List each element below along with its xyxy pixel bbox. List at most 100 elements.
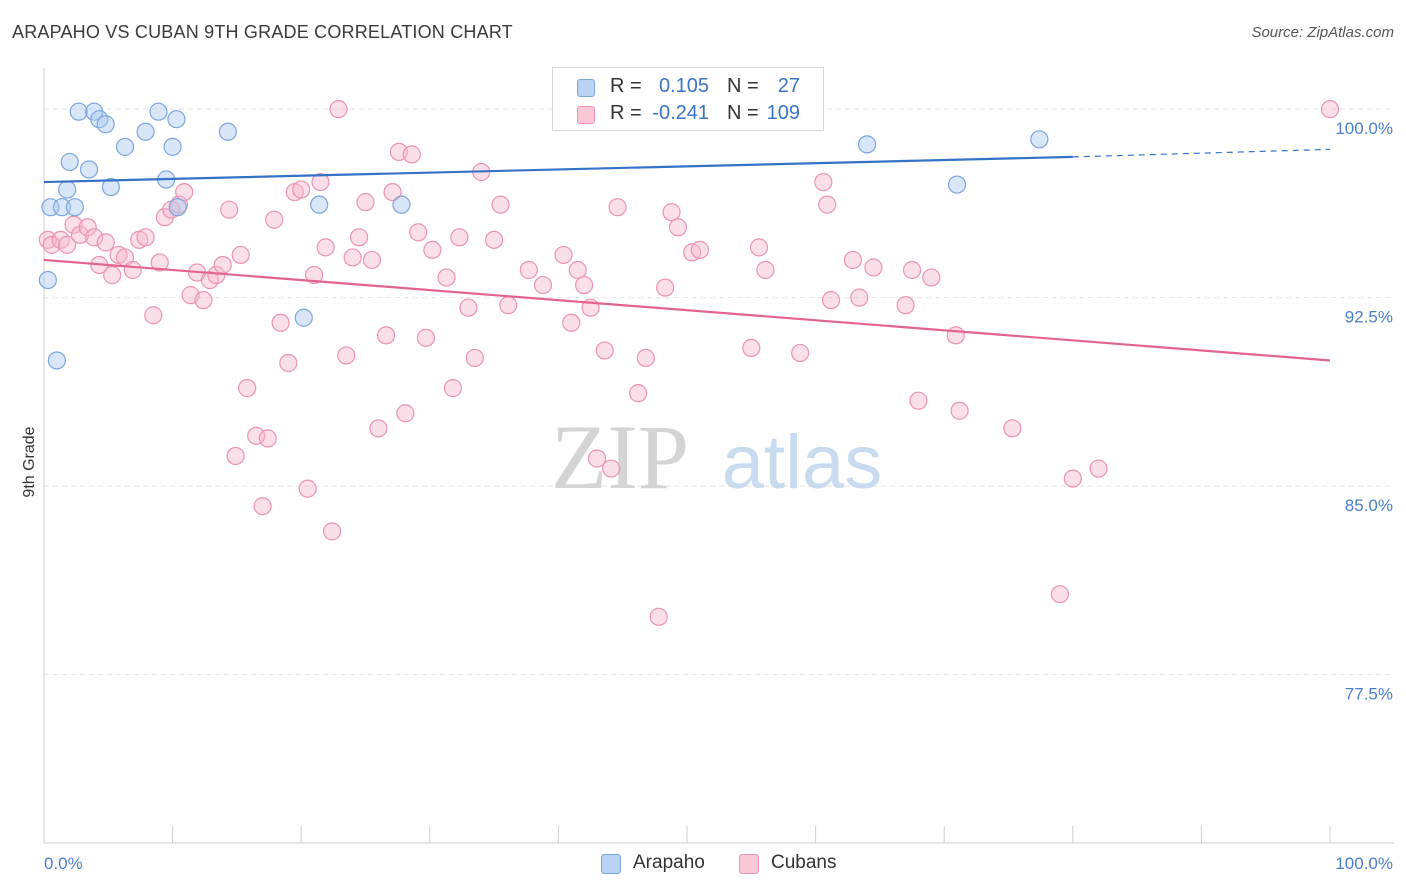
y-tick-label: 100.0% [1335, 119, 1393, 138]
cubans-point [554, 245, 573, 265]
cubans-point [850, 288, 869, 307]
cubans-point [58, 235, 77, 254]
cubans-trend-line [43, 258, 1331, 362]
cubans-point [902, 260, 922, 280]
arapaho-point [101, 177, 120, 197]
watermark-zip: ZIP [551, 406, 689, 508]
cubans-point [362, 250, 382, 270]
cubans-point [42, 235, 61, 254]
cubans-point [1089, 459, 1108, 478]
series-legend: Arapaho Cubans [0, 852, 1406, 878]
cubans-point [864, 258, 883, 277]
cubans-point [103, 265, 122, 285]
arapaho-point [52, 198, 72, 217]
cubans-point [253, 497, 272, 516]
cubans-point [562, 313, 581, 332]
arapaho-point [163, 137, 182, 156]
cubans-point [629, 384, 648, 403]
arapaho-legend-swatch [601, 854, 621, 874]
y-tick-label: 85.0% [1345, 496, 1393, 515]
x-tick-label: 0.0% [44, 854, 83, 873]
watermark-atlas: atlas [722, 420, 883, 505]
watermark: ZIP atlas [551, 406, 882, 508]
cubans-point [258, 429, 277, 448]
cubans-point [1320, 100, 1340, 119]
cubans-point [465, 348, 484, 368]
cubans-point [595, 341, 614, 360]
cubans-point [316, 238, 335, 257]
cubans-point [265, 210, 284, 229]
cubans-point [329, 100, 348, 119]
cubans-point [602, 459, 621, 478]
y-tick-label: 92.5% [1345, 308, 1393, 327]
cubans-point [533, 275, 553, 295]
cubans-point [1003, 419, 1022, 438]
cubans-point [690, 240, 709, 259]
cubans-point [491, 195, 510, 214]
cubans-point [85, 228, 104, 247]
r-label: R = [610, 75, 642, 97]
cubans-legend-label: Cubans [771, 852, 837, 873]
arapaho-point [857, 135, 877, 154]
arapaho-trend-extension [1072, 148, 1331, 158]
cubans-point [231, 245, 250, 265]
tick-labels: 100.0% 92.5% 85.0% 77.5% 0.0% 100.0% [44, 119, 1393, 873]
x-tick-label: 100.0% [1335, 854, 1393, 873]
cubans-point [749, 238, 769, 257]
arapaho-point [1030, 130, 1049, 149]
cubans-legend-swatch [739, 854, 759, 874]
cubans-point [226, 446, 245, 466]
cubans-point [1063, 469, 1082, 488]
cubans-point [450, 228, 469, 247]
cubans-point [311, 172, 330, 192]
cubans-point [814, 172, 833, 192]
cubans-point [271, 313, 290, 332]
cubans-point [608, 198, 627, 217]
arapaho-point [149, 102, 168, 121]
cubans-point [123, 260, 142, 280]
source-label: Source: ZipAtlas.com [1251, 24, 1394, 41]
n-value: 109 [766, 102, 800, 124]
cubans-point [136, 228, 155, 247]
cubans-point [96, 233, 115, 252]
cubans-point [213, 255, 232, 275]
cubans-point [349, 228, 369, 247]
cubans-point [843, 250, 862, 270]
r-value: 0.105 [658, 75, 709, 97]
cubans-point [322, 522, 342, 541]
cubans-point [649, 607, 668, 626]
cubans-point [742, 338, 761, 358]
cubans-point [791, 343, 810, 363]
cubans-series [38, 100, 1340, 626]
trend-lines [43, 148, 1331, 362]
cubans-point [668, 218, 688, 237]
cubans-point [409, 223, 428, 242]
r-label: R = [610, 102, 642, 124]
cubans-point [946, 326, 965, 345]
cubans-point [402, 145, 421, 164]
cubans-point [144, 306, 163, 325]
n-value: 27 [777, 75, 800, 97]
cubans-point [279, 353, 298, 373]
arapaho-point [38, 270, 57, 290]
arapaho-point [69, 102, 88, 121]
arapaho-point [218, 122, 237, 141]
cubans-point [78, 218, 97, 237]
arapaho-trend-line [43, 155, 1073, 184]
cubans-swatch [577, 106, 595, 124]
arapaho-point [79, 160, 99, 179]
cubans-point [443, 379, 463, 398]
cubans-point [485, 230, 504, 249]
y-axis-label: 9th Grade [21, 426, 38, 497]
cubans-point [950, 401, 969, 420]
arapaho-point [96, 115, 115, 134]
cubans-point [416, 328, 436, 347]
r-value: -0.241 [652, 102, 709, 124]
arapaho-point [310, 195, 329, 214]
cubans-point [896, 296, 915, 315]
cubans-point [343, 248, 362, 267]
arapaho-point [60, 152, 79, 172]
arapaho-point [947, 175, 967, 194]
cubans-point [298, 479, 317, 498]
